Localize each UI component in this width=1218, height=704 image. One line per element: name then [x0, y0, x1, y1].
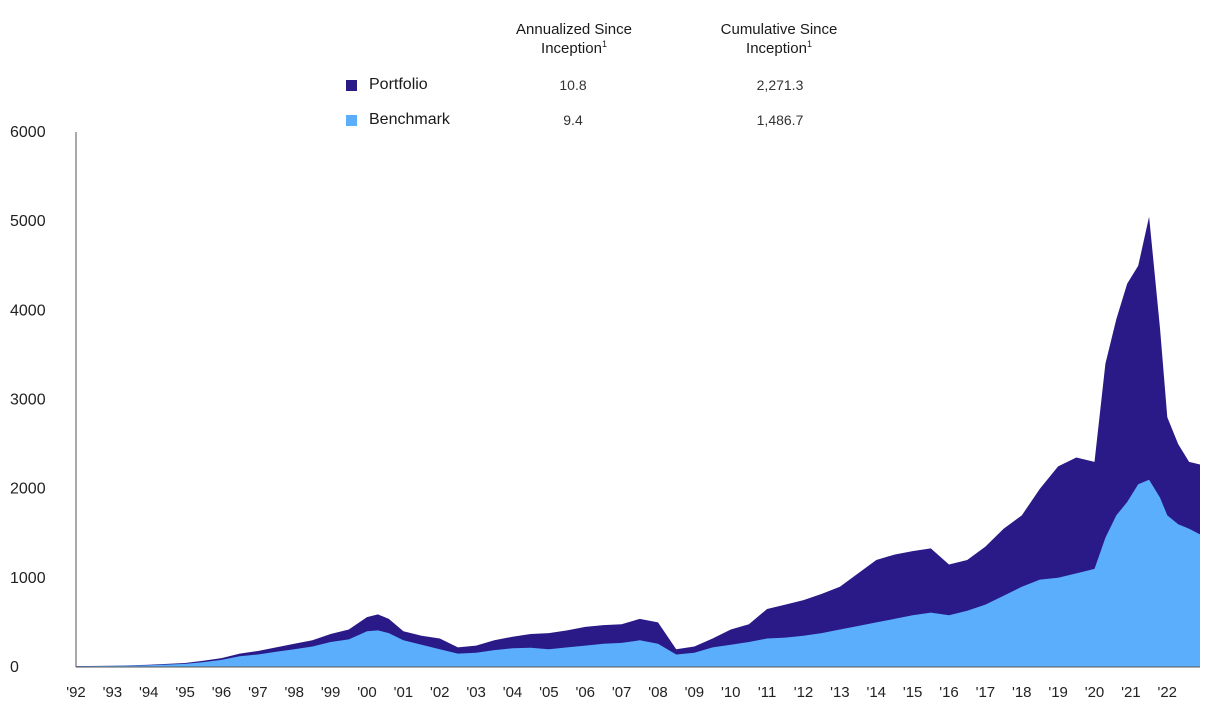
x-tick-label: '95 — [175, 684, 195, 701]
series-area-benchmark — [76, 479, 1200, 667]
portfolio-cumulative-value: 2,271.3 — [756, 77, 804, 93]
x-tick-label: '98 — [284, 684, 304, 701]
x-tick-label: '11 — [758, 684, 776, 701]
benchmark-swatch-icon — [346, 114, 357, 126]
x-tick-label: '94 — [139, 684, 159, 701]
legend-label-portfolio: Portfolio — [369, 76, 428, 93]
legend-header-cumulative: Cumulative Since Inception1 — [720, 21, 838, 57]
x-tick-label: '00 — [357, 684, 377, 701]
y-tick-label: 0 — [10, 659, 19, 676]
x-tick-label: '06 — [575, 684, 595, 701]
x-tick-label: '96 — [212, 684, 232, 701]
x-tick-label: '12 — [794, 684, 814, 701]
y-tick-label: 4000 — [10, 302, 46, 319]
x-tick-label: '99 — [321, 684, 341, 701]
series-area-portfolio — [76, 216, 1200, 667]
legend-item-portfolio: Portfolio — [346, 75, 428, 95]
x-tick-label: '10 — [721, 684, 741, 701]
x-tick-label: '18 — [1012, 684, 1032, 701]
x-tick-label: '15 — [903, 684, 923, 701]
x-tick-label: '02 — [430, 684, 450, 701]
legend-item-benchmark: Benchmark — [346, 110, 450, 130]
portfolio-annualized-value: 10.8 — [559, 77, 587, 93]
y-tick-label: 1000 — [10, 570, 46, 587]
benchmark-cumulative-value: 1,486.7 — [756, 112, 804, 128]
x-tick-label: '01 — [394, 684, 414, 701]
x-tick-label: '05 — [539, 684, 559, 701]
x-tick-label: '04 — [503, 684, 523, 701]
x-tick-label: '19 — [1048, 684, 1068, 701]
x-tick-label: '08 — [648, 684, 668, 701]
x-tick-label: '14 — [866, 684, 886, 701]
portfolio-swatch-icon — [346, 79, 357, 91]
x-tick-label: '16 — [939, 684, 959, 701]
x-tick-label: '03 — [466, 684, 486, 701]
y-tick-label: 6000 — [10, 124, 46, 141]
x-tick-label: '21 — [1121, 684, 1141, 701]
x-tick-label: '93 — [103, 684, 123, 701]
x-tick-label: '09 — [685, 684, 705, 701]
benchmark-annualized-value: 9.4 — [563, 112, 583, 128]
x-tick-label: '17 — [976, 684, 996, 701]
x-tick-label: '13 — [830, 684, 850, 701]
y-tick-label: 3000 — [10, 392, 46, 409]
x-tick-label: '92 — [66, 684, 86, 701]
y-tick-label: 2000 — [10, 481, 46, 498]
x-tick-label: '07 — [612, 684, 632, 701]
x-tick-label: '20 — [1085, 684, 1105, 701]
legend-header-annualized: Annualized Since Inception1 — [516, 21, 632, 57]
y-tick-label: 5000 — [10, 213, 46, 230]
legend-label-benchmark: Benchmark — [369, 111, 450, 128]
x-tick-label: '97 — [248, 684, 268, 701]
x-tick-label: '22 — [1157, 684, 1177, 701]
